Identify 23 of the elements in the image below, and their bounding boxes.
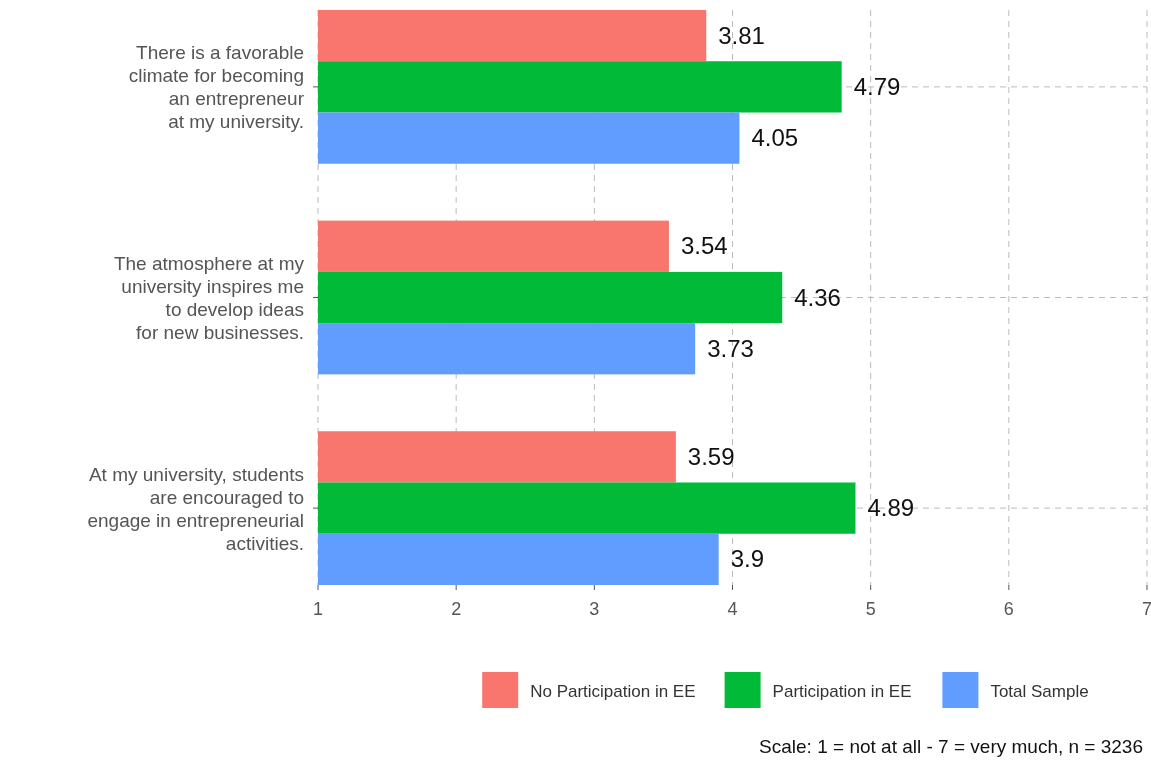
data-label: 3.59	[687, 442, 735, 470]
legend-label: No Participation in EE	[530, 682, 696, 701]
text: Scale: 1 = not at all - 7 = very much, n = 3236	[759, 736, 1143, 757]
x-tick-label: 7	[1141, 599, 1151, 619]
x-tick-label: 6	[1003, 599, 1014, 619]
x-tick-label: 2	[451, 599, 462, 619]
data-label: 4.89	[867, 494, 915, 522]
data-label: 3.9	[730, 545, 765, 573]
y-tick-label: There is a favorable climate for becoming an entrepreneur at my university.	[128, 42, 305, 133]
legend-label: Participation in EE	[772, 682, 912, 701]
x-tick-label: 1	[312, 599, 324, 619]
x-tick-label: 5	[865, 599, 876, 619]
data-label: 3.73	[707, 334, 754, 362]
y-tick-label: At my university, students are encouraged to engage in entrepreneurial activities.	[87, 463, 304, 554]
x-tick-label: 3	[589, 599, 600, 619]
data-label: 4.05	[751, 124, 799, 152]
legend-label: Total Sample	[990, 682, 1089, 701]
data-label: 3.54	[680, 232, 728, 260]
data-label: 4.79	[853, 72, 901, 100]
data-label: 4.36	[794, 283, 841, 311]
x-tick-label: 4	[727, 599, 738, 619]
y-tick-label: The atmosphere at my university inspires me to develop ideas for new businesses.	[113, 253, 305, 343]
data-label: 3.81	[718, 21, 765, 49]
